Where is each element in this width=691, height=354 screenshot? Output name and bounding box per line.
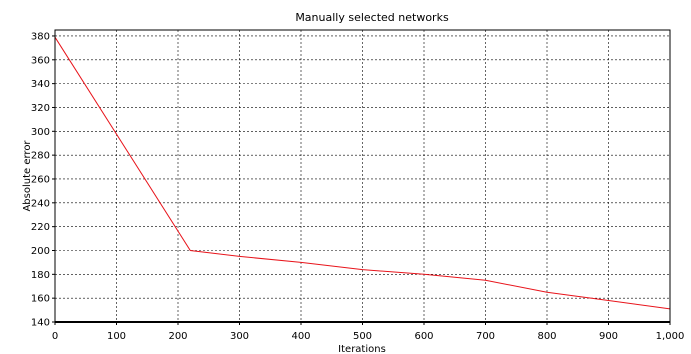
y-tick-label: 180 <box>31 270 50 281</box>
y-tick-label: 200 <box>31 246 50 257</box>
x-axis-ticks: 0 100 200 300 400 500 600 700 800 900 1,000 <box>52 322 685 342</box>
x-tick-label: 300 <box>230 331 249 342</box>
x-tick-label: 800 <box>537 331 556 342</box>
y-tick-label: 300 <box>31 127 50 138</box>
x-tick-label: 700 <box>476 331 495 342</box>
grid-layer <box>55 30 670 322</box>
series-1-line <box>54 36 671 310</box>
y-tick-label: 160 <box>31 294 50 305</box>
y-tick-label: 260 <box>31 174 50 185</box>
y-tick-label: 380 <box>31 31 50 42</box>
x-tick-label: 400 <box>291 331 310 342</box>
x-tick-label: 1,000 <box>656 331 685 342</box>
y-tick-label: 320 <box>31 103 50 114</box>
chart-title: Manually selected networks <box>295 11 449 24</box>
y-tick-label: 280 <box>31 151 50 162</box>
x-tick-label: 100 <box>107 331 126 342</box>
x-tick-label: 900 <box>599 331 618 342</box>
y-axis-ticks: 140 160 180 200 220 240 260 280 300 320 340 360 380 <box>31 31 55 329</box>
y-tick-label: 140 <box>31 318 50 329</box>
x-tick-label: 200 <box>168 331 187 342</box>
x-tick-label: 600 <box>414 331 433 342</box>
x-tick-label: 0 <box>52 331 58 342</box>
y-tick-label: 360 <box>31 55 50 66</box>
x-axis-label: Iterations <box>338 344 386 354</box>
x-tick-label: 500 <box>353 331 372 342</box>
y-tick-label: 220 <box>31 222 50 233</box>
y-axis-label: Absolute error <box>22 140 33 212</box>
y-tick-label: 240 <box>31 198 50 209</box>
y-tick-label: 340 <box>31 79 50 90</box>
